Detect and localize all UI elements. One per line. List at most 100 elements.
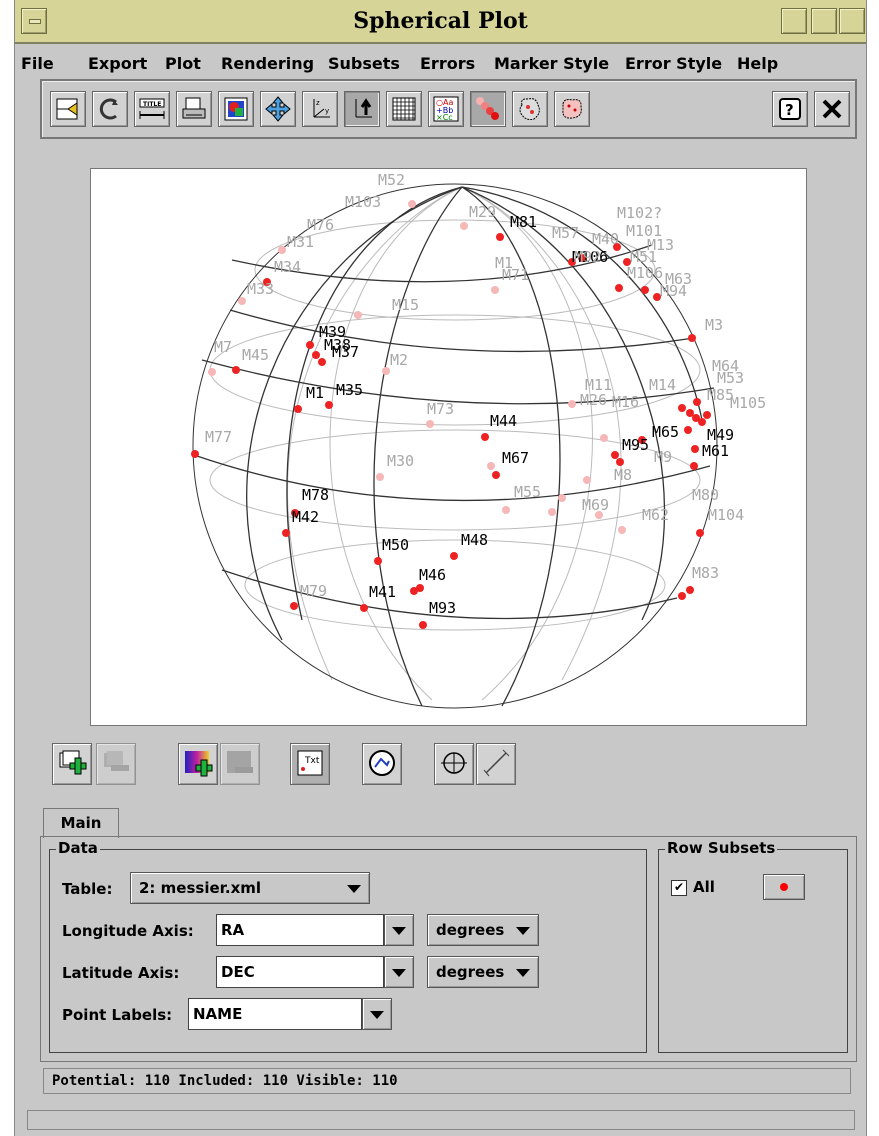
menu-help[interactable]: Help xyxy=(737,54,779,73)
data-point[interactable] xyxy=(278,246,286,254)
data-point[interactable] xyxy=(693,398,701,406)
data-point[interactable] xyxy=(698,418,706,426)
latitude-axis-combo[interactable]: DEC xyxy=(216,956,416,988)
data-point[interactable] xyxy=(600,434,608,442)
data-point[interactable] xyxy=(496,233,504,241)
data-point[interactable] xyxy=(558,494,566,502)
export-image-icon[interactable] xyxy=(218,91,254,127)
data-point[interactable] xyxy=(419,621,427,629)
replot-icon[interactable] xyxy=(92,91,128,127)
rotate-axes-icon[interactable] xyxy=(344,91,380,127)
data-point[interactable] xyxy=(491,286,499,294)
navigate-icon[interactable] xyxy=(260,91,296,127)
subset-all-checkbox[interactable]: ✔ xyxy=(671,880,687,896)
data-point[interactable] xyxy=(487,462,495,470)
add-aux-axis-icon[interactable] xyxy=(178,743,218,785)
data-point[interactable] xyxy=(623,258,631,266)
data-point[interactable] xyxy=(568,400,576,408)
data-point[interactable] xyxy=(696,529,704,537)
close-window-button[interactable] xyxy=(839,8,865,34)
data-point[interactable] xyxy=(294,405,302,413)
title-bar[interactable]: Spherical Plot xyxy=(15,0,866,44)
data-point[interactable] xyxy=(684,426,692,434)
data-point[interactable] xyxy=(318,358,326,366)
window-menu-button[interactable] xyxy=(21,8,47,34)
data-point[interactable] xyxy=(306,341,314,349)
crosshair-icon[interactable] xyxy=(434,743,474,785)
point-labels-field[interactable]: NAME xyxy=(188,998,362,1030)
print-icon[interactable] xyxy=(176,91,212,127)
minimize-button[interactable] xyxy=(781,8,807,34)
point-labels-combo[interactable]: NAME xyxy=(188,998,394,1030)
help-icon[interactable]: ? xyxy=(772,91,808,127)
longitude-unit-select[interactable]: degrees xyxy=(427,914,539,946)
menu-file[interactable]: File xyxy=(21,54,54,73)
data-point[interactable] xyxy=(568,258,576,266)
data-point[interactable] xyxy=(291,509,299,517)
longitude-axis-dropdown[interactable] xyxy=(384,914,414,946)
data-point[interactable] xyxy=(208,368,216,376)
data-point[interactable] xyxy=(613,243,621,251)
data-point[interactable] xyxy=(691,445,699,453)
add-dataset-icon[interactable] xyxy=(52,743,92,785)
fog-icon[interactable] xyxy=(470,91,506,127)
menu-marker-style[interactable]: Marker Style xyxy=(494,54,610,73)
subset-marker-style-button[interactable] xyxy=(763,874,805,900)
remove-aux-axis-icon[interactable] xyxy=(220,743,260,785)
longitude-axis-combo[interactable]: RA xyxy=(216,914,416,946)
menu-plot[interactable]: Plot xyxy=(165,54,201,73)
data-point[interactable] xyxy=(641,286,649,294)
data-point[interactable] xyxy=(410,587,418,595)
data-point[interactable] xyxy=(360,604,368,612)
data-point[interactable] xyxy=(611,451,619,459)
data-point[interactable] xyxy=(502,506,510,514)
data-point[interactable] xyxy=(692,414,700,422)
subset-from-visible-icon[interactable] xyxy=(512,91,548,127)
data-point[interactable] xyxy=(238,297,246,305)
data-point[interactable] xyxy=(312,351,320,359)
reset-zoom-icon[interactable] xyxy=(362,743,402,785)
data-point[interactable] xyxy=(325,401,333,409)
menu-error-style[interactable]: Error Style xyxy=(625,54,723,73)
tab-main[interactable]: Main xyxy=(43,808,119,838)
data-point[interactable] xyxy=(618,526,626,534)
data-point[interactable] xyxy=(492,471,500,479)
remove-dataset-icon[interactable] xyxy=(96,743,136,785)
axis-labels-icon[interactable]: TITLE xyxy=(134,91,170,127)
data-point[interactable] xyxy=(690,462,698,470)
data-point[interactable] xyxy=(382,367,390,375)
data-point[interactable] xyxy=(578,254,586,262)
data-point[interactable] xyxy=(263,278,271,286)
data-point[interactable] xyxy=(290,602,298,610)
text-labels-icon[interactable]: Txt xyxy=(290,743,330,785)
data-point[interactable] xyxy=(548,508,556,516)
maximize-button[interactable] xyxy=(811,8,837,34)
plot-area[interactable]: M52 M103 M76 M31 M34 M33 M29 M81 M57 M102? M101 M40… xyxy=(90,168,807,726)
subset-blob-icon[interactable] xyxy=(554,91,590,127)
data-point[interactable] xyxy=(653,293,661,301)
close-window-icon[interactable] xyxy=(50,91,86,127)
data-point[interactable] xyxy=(460,222,468,230)
data-point[interactable] xyxy=(678,404,686,412)
latitude-axis-dropdown[interactable] xyxy=(384,956,414,988)
menu-rendering[interactable]: Rendering xyxy=(221,54,315,73)
latitude-axis-field[interactable]: DEC xyxy=(216,956,384,988)
measure-icon[interactable] xyxy=(476,743,516,785)
data-point[interactable] xyxy=(703,411,711,419)
data-point[interactable] xyxy=(595,511,603,519)
data-point[interactable] xyxy=(481,433,489,441)
menu-errors[interactable]: Errors xyxy=(420,54,476,73)
table-select[interactable]: 2: messier.xml xyxy=(130,872,370,904)
menu-subsets[interactable]: Subsets xyxy=(328,54,400,73)
data-point[interactable] xyxy=(583,476,591,484)
grid-icon[interactable] xyxy=(386,91,422,127)
data-point[interactable] xyxy=(616,458,624,466)
data-point[interactable] xyxy=(232,366,240,374)
close-icon[interactable] xyxy=(814,91,850,127)
data-point[interactable] xyxy=(282,529,290,537)
data-point[interactable] xyxy=(686,409,694,417)
data-point[interactable] xyxy=(615,284,623,292)
data-point[interactable] xyxy=(426,420,434,428)
menu-export[interactable]: Export xyxy=(88,54,148,73)
